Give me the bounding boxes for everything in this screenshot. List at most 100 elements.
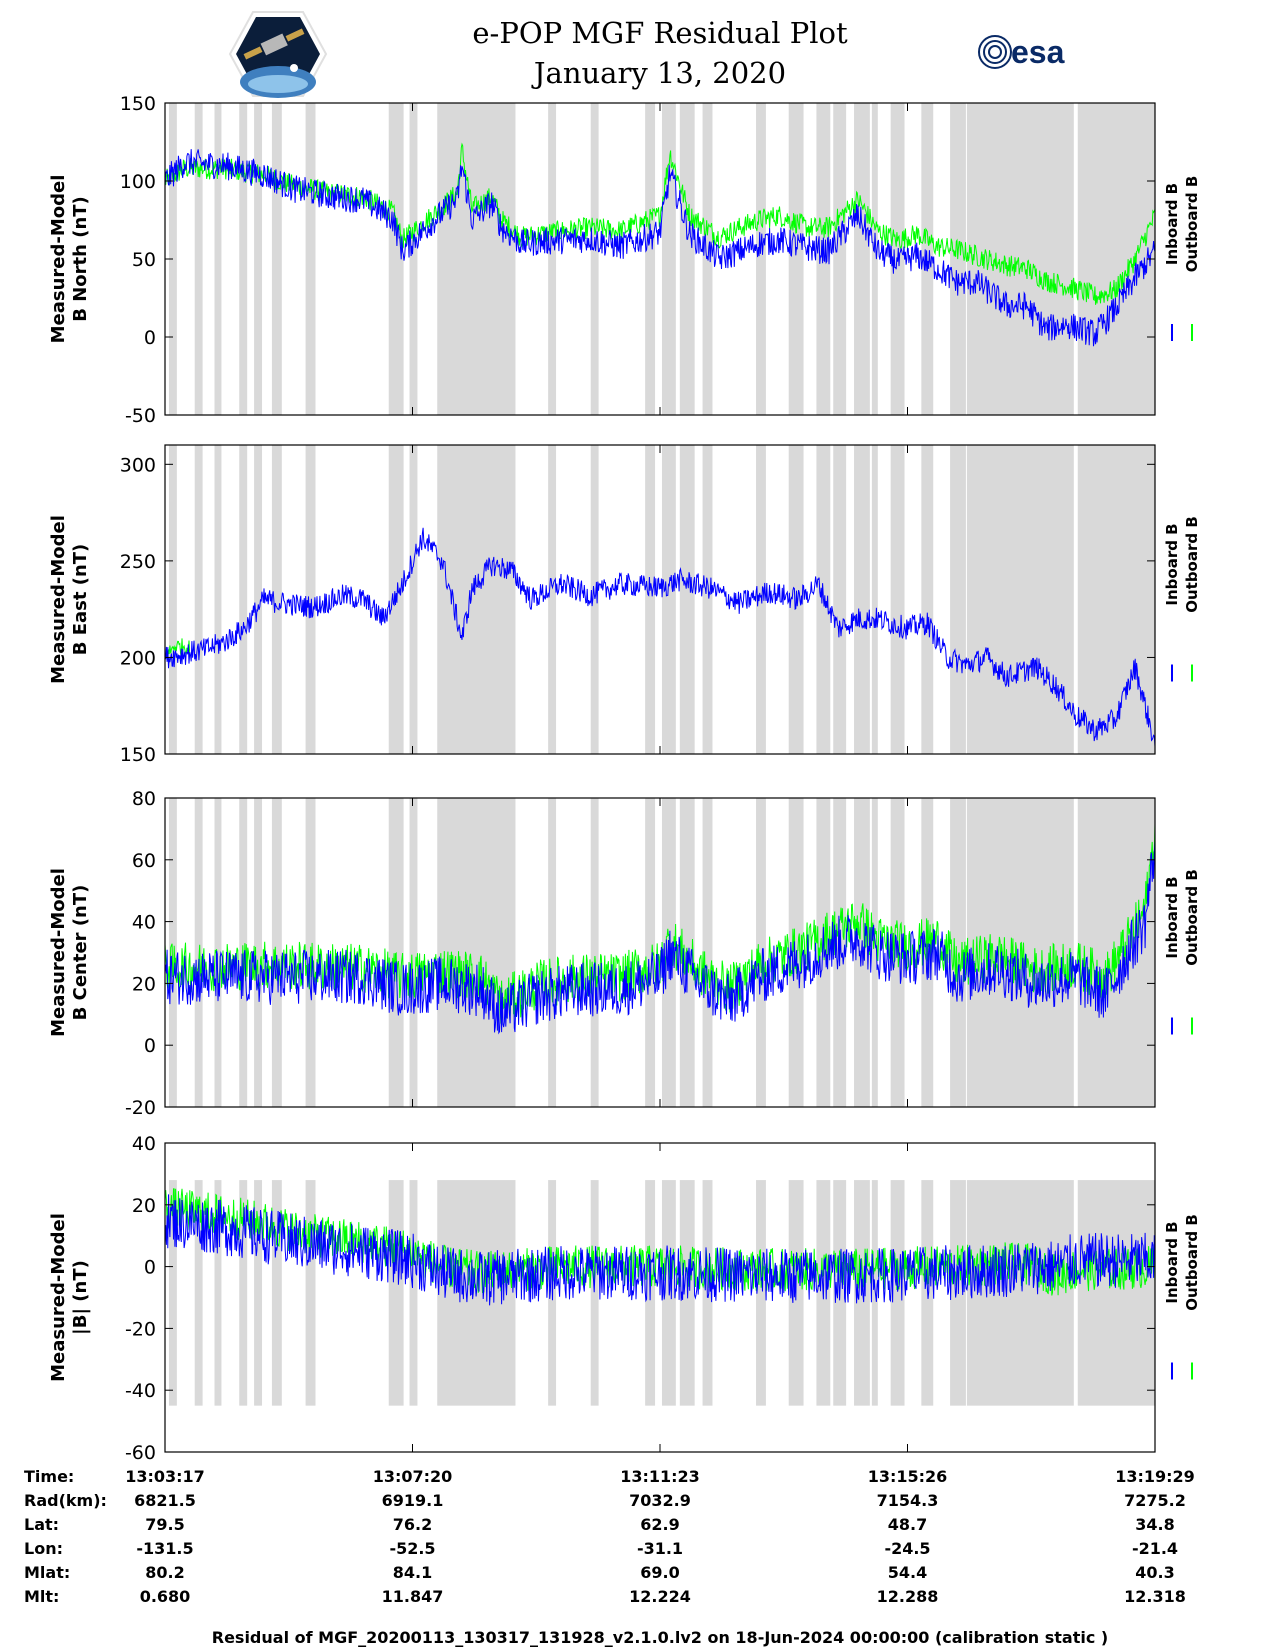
info-row-label: Lat: — [24, 1515, 59, 1534]
shaded-interval — [239, 445, 248, 754]
shaded-interval — [388, 1180, 404, 1406]
y-axis-label: Measured-ModelB North (nT) — [48, 175, 91, 344]
shaded-interval — [214, 103, 222, 415]
shaded-interval — [254, 1180, 263, 1406]
y-tick-label: 150 — [120, 93, 156, 115]
shaded-interval — [702, 445, 713, 754]
info-cell: 6821.5 — [134, 1491, 196, 1510]
shaded-interval — [590, 445, 599, 754]
shaded-interval — [254, 103, 263, 415]
legend-outboard-label: Outboard B — [1183, 869, 1201, 966]
shaded-interval — [890, 1180, 905, 1406]
shaded-interval — [590, 1180, 599, 1406]
shaded-interval — [271, 445, 282, 754]
info-cell: 12.318 — [1124, 1587, 1186, 1606]
inboard-series-line — [165, 1194, 1155, 1306]
info-cell: 84.1 — [393, 1563, 432, 1582]
info-row-label: Time: — [24, 1467, 74, 1486]
shaded-interval — [950, 798, 966, 1107]
y-tick-label: -20 — [125, 1097, 156, 1119]
shaded-interval — [409, 798, 418, 1107]
info-cell: 13:15:26 — [868, 1467, 948, 1486]
shaded-interval — [254, 445, 263, 754]
y-tick-label: 40 — [132, 1133, 156, 1155]
shaded-interval — [1077, 445, 1155, 754]
y-tick-label: 80 — [132, 788, 156, 810]
info-cell: 7275.2 — [1124, 1491, 1186, 1510]
shaded-interval — [816, 103, 831, 415]
y-tick-label: 100 — [120, 171, 156, 193]
shaded-interval — [194, 1180, 203, 1406]
y-tick-label: -40 — [125, 1380, 156, 1402]
shaded-interval — [409, 445, 418, 754]
shaded-interval — [168, 798, 177, 1107]
shaded-interval — [816, 798, 831, 1107]
y-axis-label: Measured-ModelB Center (nT) — [48, 868, 91, 1037]
shaded-interval — [590, 103, 599, 415]
info-cell: 12.288 — [877, 1587, 939, 1606]
shaded-interval — [548, 445, 557, 754]
shaded-interval — [645, 445, 656, 754]
y-tick-label: 200 — [120, 647, 156, 669]
legend-outboard-label: Outboard B — [1183, 1214, 1201, 1311]
shaded-interval — [871, 445, 878, 754]
info-cell: 12.224 — [629, 1587, 691, 1606]
chart-title: e-POP MGF Residual Plot — [472, 16, 848, 50]
shaded-interval — [645, 798, 656, 1107]
info-cell: 13:07:20 — [373, 1467, 453, 1486]
panel-4: 40 20 0 -20 -40 -60 Measured-Model|B| (nT) Inbo… — [48, 1133, 1201, 1464]
panel-2: 300 250 200 150 Measured-ModelB East (nT) Inb… — [48, 444, 1201, 766]
info-cell: 11.847 — [382, 1587, 444, 1606]
esa-logo: esa — [978, 34, 1065, 70]
shaded-interval — [548, 798, 557, 1107]
shaded-interval — [871, 1180, 878, 1406]
y-tick-label: 0 — [144, 1035, 156, 1057]
shaded-interval — [305, 1180, 316, 1406]
cassiope-mission-logo-icon — [228, 11, 328, 98]
y-tick-label: -20 — [125, 1318, 156, 1340]
y-tick-label: 20 — [132, 973, 156, 995]
info-cell: 0.680 — [140, 1587, 191, 1606]
info-row-label: Lon: — [24, 1539, 63, 1558]
shaded-interval — [409, 103, 418, 415]
shaded-interval — [239, 1180, 248, 1406]
legend-outboard-label: Outboard B — [1183, 176, 1201, 273]
y-tick-label: -50 — [125, 405, 156, 427]
info-cell: 76.2 — [393, 1515, 432, 1534]
shaded-interval — [194, 445, 203, 754]
footer-caption: Residual of MGF_20200113_130317_131928_v… — [211, 1628, 1109, 1647]
shaded-interval — [548, 103, 557, 415]
legend-inboard-label: Inboard B — [1163, 183, 1181, 265]
y-tick-label: 0 — [144, 327, 156, 349]
shaded-interval — [833, 445, 847, 754]
legend-inboard-label: Inboard B — [1163, 1221, 1181, 1303]
legend: Inboard B Outboard B — [1163, 869, 1201, 1035]
info-cell: -52.5 — [389, 1539, 435, 1558]
shaded-interval — [1077, 1180, 1155, 1406]
y-tick-label: 20 — [132, 1195, 156, 1217]
shaded-interval — [214, 1180, 222, 1406]
y-tick-label: 50 — [132, 249, 156, 271]
chart-subtitle: January 13, 2020 — [533, 56, 787, 90]
info-cell: 7154.3 — [877, 1491, 939, 1510]
shaded-interval — [590, 798, 599, 1107]
info-cell: 7032.9 — [629, 1491, 691, 1510]
inboard-series-line — [165, 527, 1155, 747]
shaded-interval — [437, 103, 516, 415]
legend-outboard-label: Outboard B — [1183, 516, 1201, 613]
info-cell: 34.8 — [1135, 1515, 1174, 1534]
outboard-series-line — [165, 638, 191, 661]
shaded-interval — [854, 103, 870, 415]
shaded-interval — [1077, 103, 1155, 415]
panel-1: 150 100 50 0 -50 Measured-ModelB North (nT) In… — [48, 93, 1201, 427]
shaded-interval — [254, 798, 263, 1107]
info-cell: 69.0 — [640, 1563, 679, 1582]
shaded-interval — [305, 445, 316, 754]
y-tick-label: 150 — [120, 744, 156, 766]
shaded-interval — [788, 103, 804, 415]
y-axis-label: Measured-Model|B| (nT) — [48, 1213, 91, 1382]
info-cell: -31.1 — [637, 1539, 683, 1558]
legend: Inboard B Outboard B — [1163, 516, 1201, 682]
shaded-interval — [661, 445, 676, 754]
